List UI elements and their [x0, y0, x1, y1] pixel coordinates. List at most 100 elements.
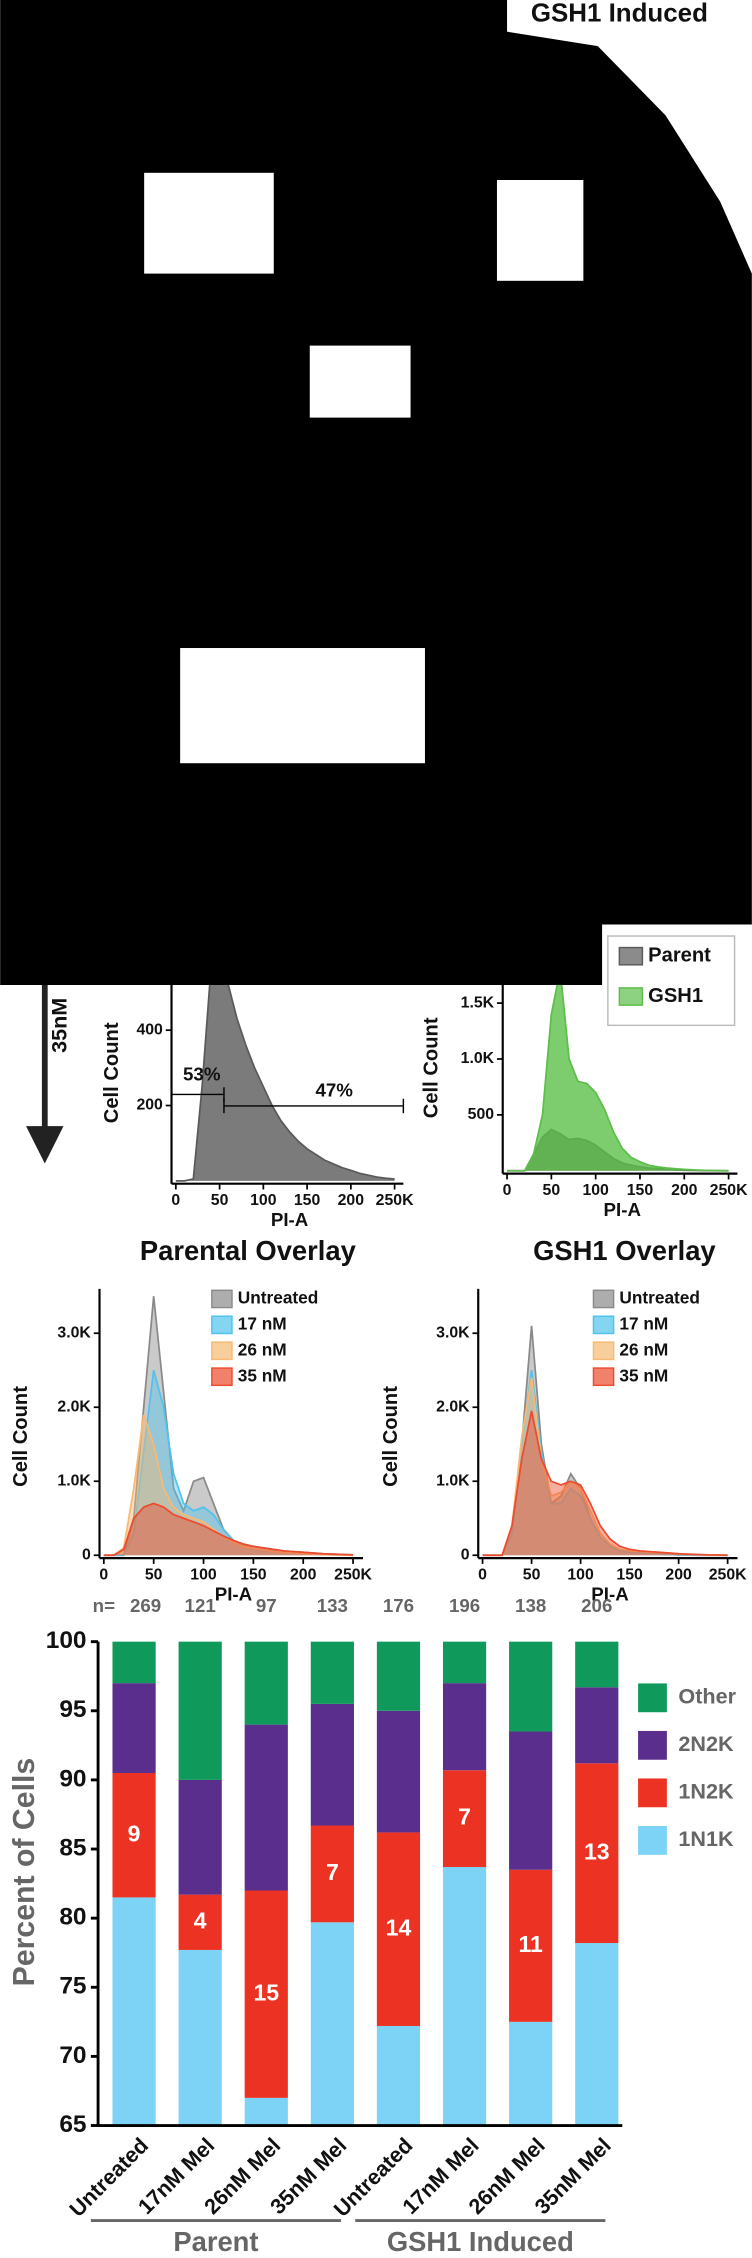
bar-segment	[244, 2097, 288, 2126]
x-tick-label: 50	[523, 1567, 541, 1584]
x-tick-label: 150	[294, 1192, 321, 1209]
n-label: 121	[185, 1595, 216, 1616]
area-fill	[482, 1410, 728, 1556]
y-tick-label: 500	[468, 1106, 495, 1123]
bar-segment	[509, 1641, 553, 1732]
bar-segment	[112, 1683, 156, 1773]
legend-swatch	[592, 1341, 615, 1361]
gate-label: 53%	[183, 1064, 221, 1085]
redaction-shape	[0, 0, 752, 985]
y-tick-label: 85	[59, 1834, 86, 1861]
legend-swatch	[211, 1367, 233, 1387]
value-label: 14	[386, 1914, 412, 1940]
x-tick-label: 200	[665, 1567, 692, 1584]
bar-segment	[310, 1922, 354, 2126]
n-label: 97	[256, 1595, 277, 1616]
y-tick-label: 1.0K	[461, 1050, 495, 1067]
y-axis-label: Percent of Cells	[8, 1758, 41, 1987]
legend-swatch	[211, 1315, 233, 1335]
bar-segment	[509, 2021, 553, 2126]
legend-label: GSH1	[648, 985, 703, 1007]
legend-label: 26 nM	[619, 1339, 668, 1359]
y-tick-label: 0	[461, 1546, 470, 1563]
y-axis-label: Cell Count	[10, 1386, 32, 1487]
bar-segment	[244, 1890, 288, 2098]
n-label: 176	[383, 1595, 414, 1616]
y-tick-label: 1.0K	[436, 1472, 470, 1489]
y-tick-label: 0	[82, 1546, 91, 1563]
value-label: 9	[128, 1820, 141, 1846]
legend-label: 2N2K	[678, 1731, 734, 1756]
bar-segment	[178, 1894, 222, 1950]
legend-label: 17 nM	[619, 1313, 668, 1333]
bar-segment	[310, 1641, 354, 1704]
y-tick-label: 90	[59, 1765, 86, 1792]
x-tick-label: 0	[99, 1567, 108, 1584]
legend-swatch	[618, 987, 644, 1006]
area-fill	[482, 1325, 728, 1556]
legend-label: Parent	[648, 945, 711, 967]
area-line	[507, 969, 729, 1172]
legend-swatch	[618, 946, 644, 966]
bar-segment	[442, 1866, 487, 2126]
x-axis-label: PI-A	[591, 1584, 629, 1605]
x-tick-label: 100	[582, 1182, 609, 1199]
y-tick-label: 70	[59, 2042, 86, 2069]
bar-segment	[244, 1724, 288, 1891]
value-label: 4	[194, 1907, 207, 1933]
x-tick-label: 250K	[709, 1567, 747, 1584]
gate-label: 47%	[316, 1079, 354, 1100]
header-title: GSH1 Induced	[531, 0, 708, 27]
redaction-gap	[309, 345, 411, 418]
x-tick-label: 250K	[376, 1192, 414, 1209]
bar-segment	[575, 1687, 619, 1764]
x-tick-label: 0	[171, 1192, 180, 1209]
x-tick-label: 100	[567, 1567, 594, 1584]
n-label: 138	[515, 1595, 546, 1616]
legend-label: 1N2K	[678, 1779, 734, 1804]
x-tick-label: 150	[616, 1567, 643, 1584]
area-fill	[507, 969, 729, 1171]
x-tick-label: 200	[338, 1192, 365, 1209]
redaction-gap	[496, 180, 584, 281]
x-tick-label: 0	[503, 1182, 512, 1199]
x-tick-label: 100	[250, 1192, 277, 1209]
bar-segment	[376, 1641, 421, 1711]
n-prefix: n=	[93, 1595, 115, 1616]
y-tick-label: 2.0K	[57, 1398, 91, 1415]
x-tick-label: 100	[190, 1567, 217, 1584]
bar-segment	[509, 1869, 553, 2022]
value-label: 7	[326, 1859, 339, 1885]
group-label: Parent	[173, 2226, 258, 2257]
bar-segment	[442, 1770, 487, 1867]
bar-segment	[575, 1943, 619, 2126]
legend-swatch	[211, 1341, 233, 1361]
x-axis-label: PI-A	[604, 1199, 642, 1220]
n-label: 206	[581, 1595, 612, 1616]
bar-segment	[376, 1832, 421, 2026]
bar-segment	[178, 1641, 222, 1780]
y-tick-label: 100	[46, 1627, 87, 1654]
legend-label: 35 nM	[238, 1365, 287, 1385]
x-tick-label: 250K	[334, 1567, 372, 1584]
x-axis-label: PI-A	[271, 1209, 309, 1230]
legend-label: Other	[678, 1684, 736, 1709]
legend-swatch	[592, 1315, 615, 1335]
n-label: 196	[449, 1595, 480, 1616]
legend-swatch	[638, 1683, 667, 1713]
legend-label: 1N1K	[678, 1826, 734, 1851]
x-tick-label: 200	[290, 1567, 317, 1584]
group-label: GSH1 Induced	[387, 2226, 574, 2257]
bar-segment	[112, 1641, 156, 1684]
y-tick-label: 1.0K	[57, 1472, 91, 1489]
y-axis-label: Cell Count	[101, 1022, 123, 1123]
bar-segment	[376, 2025, 421, 2126]
y-tick-label: 3.0K	[436, 1324, 470, 1341]
y-tick-label: 65	[59, 2111, 86, 2138]
area-line	[103, 1502, 354, 1557]
x-tick-label: 150	[240, 1567, 267, 1584]
bar-segment	[178, 1779, 222, 1895]
legend-swatch	[638, 1730, 667, 1760]
y-tick-label: 400	[136, 1021, 163, 1038]
